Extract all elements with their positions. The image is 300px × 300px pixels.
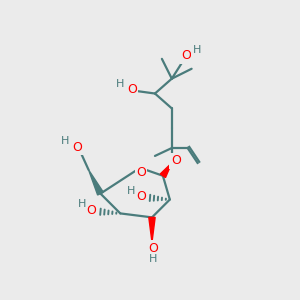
- Polygon shape: [149, 218, 155, 242]
- Text: O: O: [148, 242, 158, 255]
- Polygon shape: [160, 163, 172, 178]
- Text: H: H: [192, 45, 201, 55]
- Text: O: O: [127, 83, 137, 96]
- Polygon shape: [88, 170, 103, 195]
- Text: O: O: [87, 204, 97, 217]
- Text: O: O: [171, 154, 181, 167]
- Text: O: O: [182, 50, 192, 62]
- Text: O: O: [136, 166, 146, 179]
- Text: O: O: [136, 190, 146, 203]
- Text: H: H: [61, 136, 69, 146]
- Text: H: H: [127, 186, 135, 196]
- Text: H: H: [77, 200, 86, 209]
- Text: O: O: [73, 140, 82, 154]
- Text: H: H: [116, 79, 124, 88]
- Text: H: H: [149, 254, 157, 264]
